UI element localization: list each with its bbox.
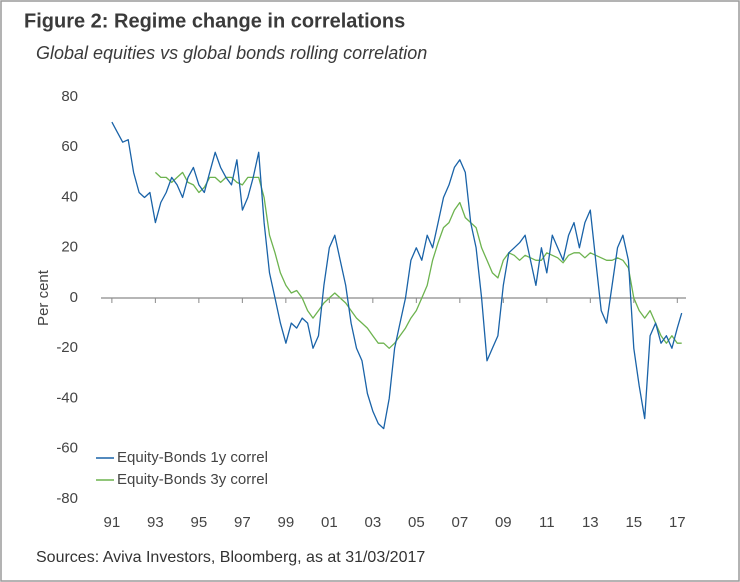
x-tick-label: 97 <box>234 514 251 531</box>
x-tick-label: 93 <box>147 514 164 531</box>
x-tick-label: 01 <box>321 514 338 531</box>
legend-label: Equity-Bonds 3y correl <box>117 471 268 488</box>
y-tick-label: -80 <box>56 490 78 507</box>
y-tick-label: -40 <box>56 389 78 406</box>
y-tick-label: 20 <box>61 239 78 256</box>
x-tick-label: 95 <box>191 514 208 531</box>
y-tick-label: 60 <box>61 138 78 155</box>
x-tick-label: 15 <box>625 514 642 531</box>
x-tick-label: 03 <box>364 514 381 531</box>
x-tick-label: 05 <box>408 514 425 531</box>
y-tick-label: 0 <box>70 289 78 306</box>
y-tick-label: -60 <box>56 440 78 457</box>
chart-subtitle: Global equities vs global bonds rolling … <box>36 43 427 63</box>
y-tick-label: 40 <box>61 188 78 205</box>
chart-title: Figure 2: Regime change in correlations <box>24 10 405 32</box>
series-line <box>111 121 683 430</box>
y-tick-label: -20 <box>56 339 78 356</box>
x-tick-label: 17 <box>669 514 686 531</box>
x-tick-label: 13 <box>582 514 599 531</box>
x-tick-label: 91 <box>104 514 121 531</box>
x-tick-label: 11 <box>539 514 555 531</box>
x-tick-label: 99 <box>278 514 295 531</box>
x-tick-label: 07 <box>451 514 468 531</box>
source-note: Sources: Aviva Investors, Bloomberg, as … <box>36 549 425 566</box>
y-axis-label: Per cent <box>35 269 52 326</box>
legend-label: Equity-Bonds 1y correl <box>117 449 268 466</box>
x-tick-label: 09 <box>495 514 512 531</box>
y-tick-label: 80 <box>61 88 78 105</box>
